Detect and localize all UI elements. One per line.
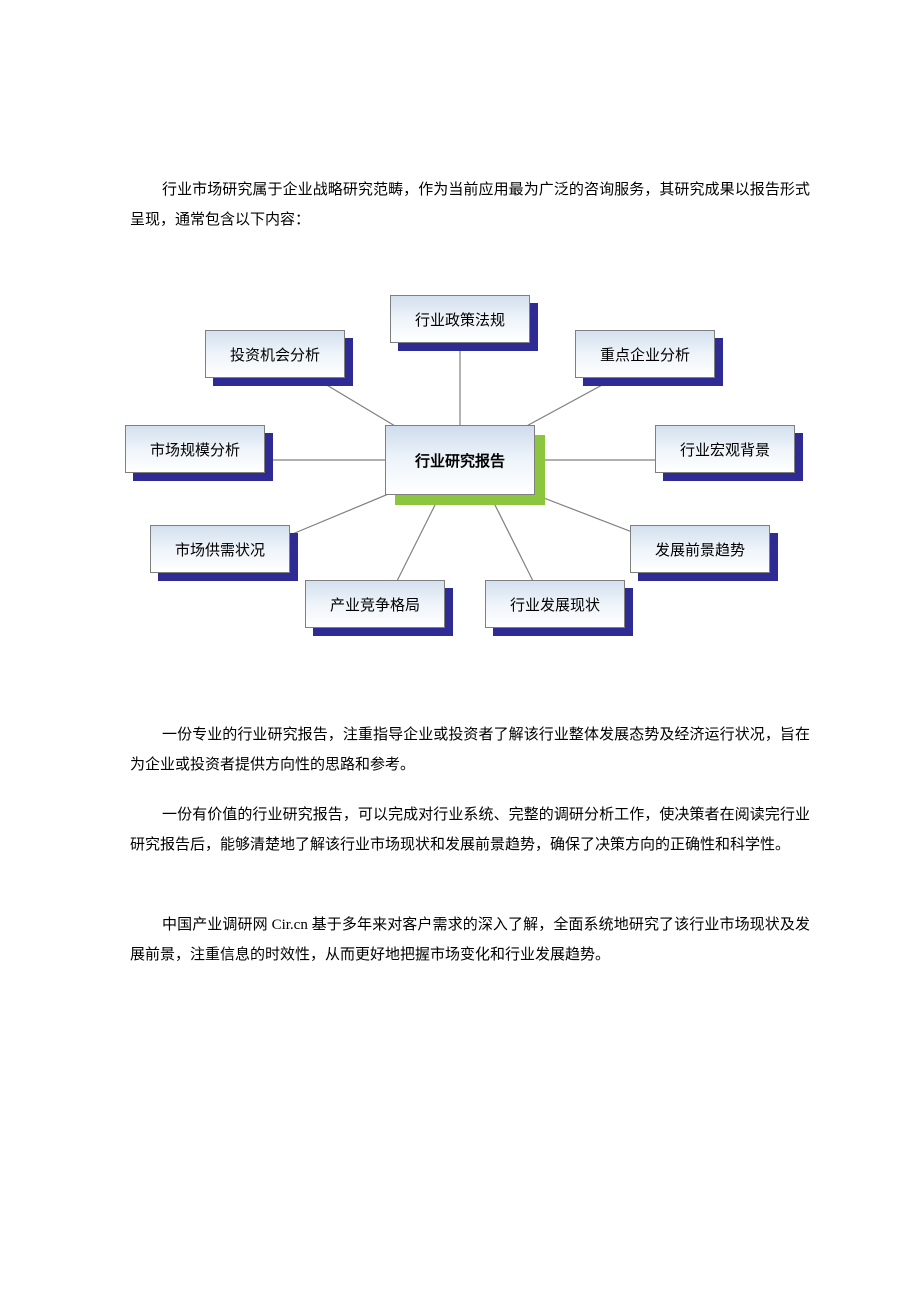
edge-line xyxy=(395,495,440,585)
paragraph-text: 一份专业的行业研究报告，注重指导企业或投资者了解该行业整体发展态势及经济运行状况… xyxy=(130,727,810,773)
node-label: 产业竞争格局 xyxy=(330,594,420,615)
node-label: 重点企业分析 xyxy=(600,344,690,365)
diagram-node: 产业竞争格局 xyxy=(305,580,445,628)
center-node: 行业研究报告 xyxy=(385,425,535,495)
paragraph-text: 中国产业调研网 Cir.cn 基于多年来对客户需求的深入了解，全面系统地研究了该… xyxy=(130,917,810,963)
diagram-node: 市场规模分析 xyxy=(125,425,265,473)
body-paragraph: 中国产业调研网 Cir.cn 基于多年来对客户需求的深入了解，全面系统地研究了该… xyxy=(130,910,810,970)
diagram-node: 行业发展现状 xyxy=(485,580,625,628)
node-label: 行业发展现状 xyxy=(510,594,600,615)
paragraph-text: 一份有价值的行业研究报告，可以完成对行业系统、完整的调研分析工作，使决策者在阅读… xyxy=(130,807,810,853)
diagram-node: 投资机会分析 xyxy=(205,330,345,378)
node-label: 投资机会分析 xyxy=(230,344,320,365)
diagram-node: 行业宏观背景 xyxy=(655,425,795,473)
paragraph-text: 行业市场研究属于企业战略研究范畴，作为当前应用最为广泛的咨询服务，其研究成果以报… xyxy=(130,182,810,228)
node-label: 行业政策法规 xyxy=(415,309,505,330)
body-paragraph: 一份有价值的行业研究报告，可以完成对行业系统、完整的调研分析工作，使决策者在阅读… xyxy=(130,800,810,860)
diagram-node: 发展前景趋势 xyxy=(630,525,770,573)
intro-paragraph: 行业市场研究属于企业战略研究范畴，作为当前应用最为广泛的咨询服务，其研究成果以报… xyxy=(130,175,810,235)
diagram-node: 市场供需状况 xyxy=(150,525,290,573)
report-contents-diagram: 行业研究报告 行业政策法规 投资机会分析 重点企业分析 市场规模分析 行业宏观背… xyxy=(110,270,810,650)
node-label: 市场供需状况 xyxy=(175,539,265,560)
edge-line xyxy=(490,495,535,585)
node-label: 行业宏观背景 xyxy=(680,439,770,460)
center-node-label: 行业研究报告 xyxy=(415,450,505,471)
node-label: 发展前景趋势 xyxy=(655,539,745,560)
body-paragraph: 一份专业的行业研究报告，注重指导企业或投资者了解该行业整体发展态势及经济运行状况… xyxy=(130,720,810,780)
diagram-node: 重点企业分析 xyxy=(575,330,715,378)
node-label: 市场规模分析 xyxy=(150,439,240,460)
diagram-node: 行业政策法规 xyxy=(390,295,530,343)
